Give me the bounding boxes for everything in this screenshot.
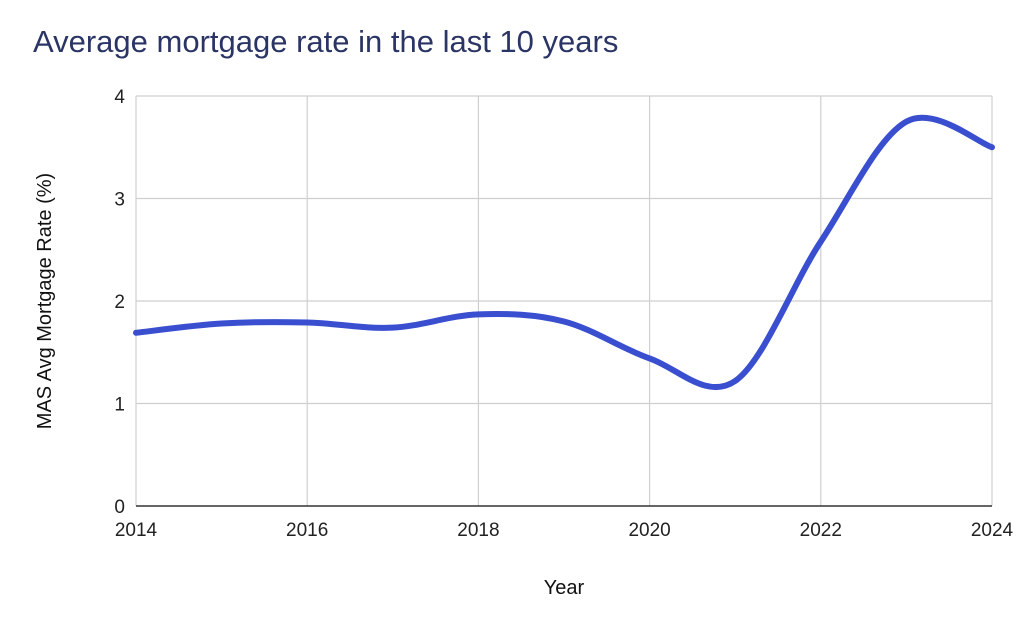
y-tick-label: 4 [114,87,125,108]
y-tick-labels: 0 1 2 3 4 [114,87,125,518]
series-layer [133,114,995,390]
y-tick-label: 1 [114,395,125,416]
x-tick-label: 2016 [286,520,328,541]
x-tick-label: 2014 [115,520,158,541]
y-axis-title: MAS Avg Mortgage Rate (%) [34,173,56,429]
series-line [133,114,995,390]
x-tick-label: 2024 [971,520,1014,541]
y-tick-label: 2 [114,292,125,313]
grid-lines [135,95,993,506]
x-tick-labels: 2014 2016 2018 2020 2022 2024 [115,520,1014,541]
x-tick-label: 2022 [800,520,842,541]
chart-title: Average mortgage rate in the last 10 yea… [33,24,619,59]
x-tick-label: 2018 [457,520,499,541]
y-tick-label: 0 [114,497,125,518]
y-tick-label: 3 [114,190,125,211]
x-tick-label: 2020 [628,520,670,541]
x-axis-title: Year [544,577,585,599]
